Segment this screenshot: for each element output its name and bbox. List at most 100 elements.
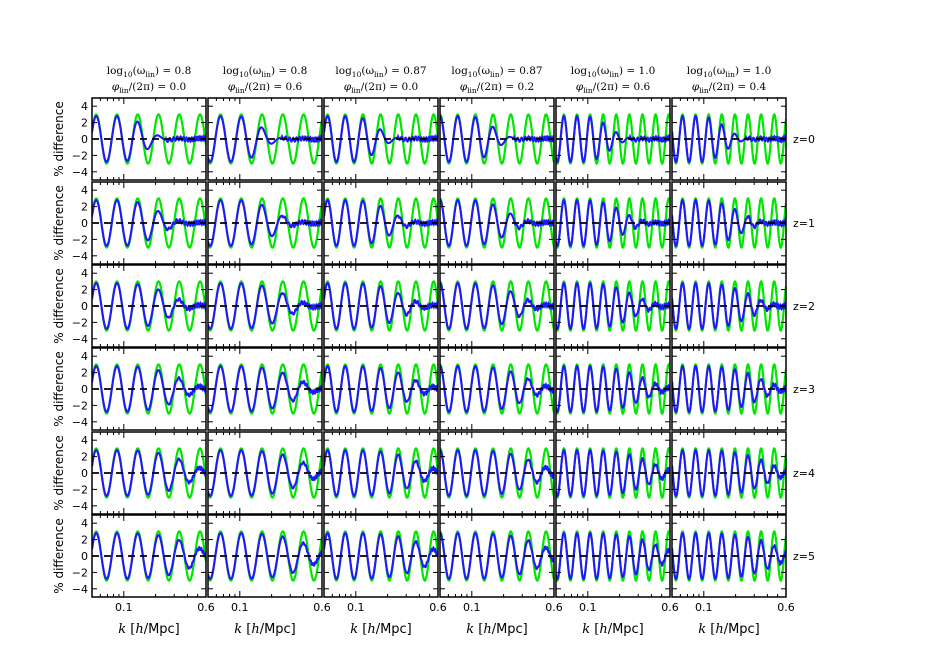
panel-z=0-col3 (323, 97, 439, 181)
y-tick-label: −2 (72, 149, 88, 162)
panel-z=5-col2: 0.1 0.6 (207, 514, 331, 614)
panel-z=1-col4 (439, 181, 555, 265)
series-simulation-line (556, 531, 670, 581)
x-tick-label: 0.1 (115, 601, 133, 614)
x-tick-label: 0.6 (777, 601, 795, 614)
series-simulation-line (556, 281, 670, 331)
panel-z=3-col2 (207, 347, 323, 431)
y-tick-label: 2 (81, 201, 88, 214)
panel-z=2-col4 (439, 264, 555, 348)
x-tick-label: 0.6 (313, 601, 331, 614)
series-simulation-line (92, 199, 206, 247)
column-title-3-line2: φlin/(2π) = 0.0 (344, 81, 418, 95)
series-simulation-line (672, 281, 786, 331)
y-axis-labels: % difference % difference % difference % di… (52, 101, 66, 593)
series-simulation-line (440, 199, 554, 247)
y-tick-label: 4 (81, 517, 88, 530)
panel-z=4-col6 (671, 431, 787, 515)
panel-z=4-col4 (439, 431, 555, 515)
series-simulation-line (672, 531, 786, 581)
series-simulation-line (556, 198, 670, 248)
series-simulation-line (440, 532, 554, 580)
series-simulation-line (440, 115, 554, 163)
series-simulation-line (92, 282, 206, 330)
x-axis-labels: k [h/Mpc] k [h/Mpc] k [h/Mpc] k [h/Mpc] k [h… (118, 622, 760, 637)
column-title-1-line1: log10(ωlin) = 0.8 (107, 65, 192, 79)
series-simulation-line (208, 449, 322, 497)
y-tick-label: 2 (81, 367, 88, 380)
panel-z=2-col2 (207, 264, 323, 348)
y-tick-label: −2 (72, 399, 88, 412)
column-title-6-line1: log10(ωlin) = 1.0 (687, 65, 772, 79)
y-tick-label: −2 (72, 566, 88, 579)
series-simulation-line (672, 198, 786, 248)
y-tick-label: 2 (81, 117, 88, 130)
series-simulation-line (92, 449, 206, 497)
x-axis-label: k [h/Mpc] (234, 622, 296, 637)
panel-z=4-col1: 4 2 0 −2 −4 (72, 431, 207, 515)
y-tick-label: −4 (72, 333, 88, 346)
series-simulation-line (440, 449, 554, 497)
y-tick-label: 4 (81, 184, 88, 197)
panel-z=2-col1: 4 2 0 −2 −4 (72, 264, 207, 348)
row-label-z=0: z=0 (793, 133, 815, 146)
panel-z=5-col3: 0.1 0.6 (323, 514, 447, 614)
panel-z=0-col2 (207, 97, 323, 181)
y-tick-label: 2 (81, 451, 88, 464)
series-simulation-line (672, 364, 786, 414)
panel-z=0-col5 (555, 97, 671, 181)
panel-z=5-col5: 0.1 0.6 (555, 514, 679, 614)
y-tick-label: −4 (72, 166, 88, 179)
y-tick-label: 0 (81, 550, 88, 563)
series-simulation-line (556, 364, 670, 414)
panel-z=3-col3 (323, 347, 439, 431)
series-simulation-line (92, 365, 206, 413)
x-tick-label: 0.6 (197, 601, 215, 614)
row-label-z=3: z=3 (793, 383, 815, 396)
series-simulation-line (324, 115, 438, 163)
series-simulation-line (672, 114, 786, 164)
y-tick-label: −4 (72, 250, 88, 263)
series-simulation-line (92, 532, 206, 580)
column-title-2-line1: log10(ωlin) = 0.8 (223, 65, 308, 79)
series-simulation-line (324, 199, 438, 247)
y-tick-label: 0 (81, 300, 88, 313)
y-tick-label: 0 (81, 467, 88, 480)
panel-z=3-col5 (555, 347, 671, 431)
y-axis-label: % difference (52, 268, 66, 343)
x-axis-label: k [h/Mpc] (582, 622, 644, 637)
row-label-z=4: z=4 (793, 467, 815, 480)
panel-z=2-col3 (323, 264, 439, 348)
x-axis-label: k [h/Mpc] (466, 622, 528, 637)
y-tick-label: 0 (81, 133, 88, 146)
y-axis-label: % difference (52, 351, 66, 426)
x-tick-label: 0.1 (463, 601, 481, 614)
column-title-4-line1: log10(ωlin) = 0.87 (451, 65, 542, 79)
x-tick-label: 0.6 (429, 601, 447, 614)
y-axis-label: % difference (52, 185, 66, 260)
x-axis-label: k [h/Mpc] (118, 622, 180, 637)
panel-z=3-col6 (671, 347, 787, 431)
series-simulation-line (324, 449, 438, 497)
panel-z=4-col3 (323, 431, 439, 515)
y-tick-label: 4 (81, 267, 88, 280)
series-simulation-line (556, 114, 670, 164)
panel-z=5-col6: 0.1 0.6 (671, 514, 795, 614)
series-simulation-line (208, 115, 322, 163)
series-simulation-line (672, 448, 786, 498)
series-simulation-line (556, 448, 670, 498)
column-title-5-line2: φlin/(2π) = 0.6 (576, 81, 651, 95)
y-tick-label: −4 (72, 500, 88, 513)
row-label-z=1: z=1 (793, 217, 815, 230)
row-label-z=5: z=5 (793, 550, 815, 563)
panel-z=1-col6 (671, 181, 787, 265)
x-axis-label: k [h/Mpc] (698, 622, 760, 637)
y-tick-label: 4 (81, 350, 88, 363)
y-tick-label: 0 (81, 383, 88, 396)
y-tick-label: −2 (72, 316, 88, 329)
panel-z=1-col5 (555, 181, 671, 265)
series-simulation-line (324, 282, 438, 330)
series-simulation-line (208, 282, 322, 330)
series-simulation-line (440, 282, 554, 330)
panel-z=1-col1: 4 2 0 −2 −4 (72, 181, 207, 265)
